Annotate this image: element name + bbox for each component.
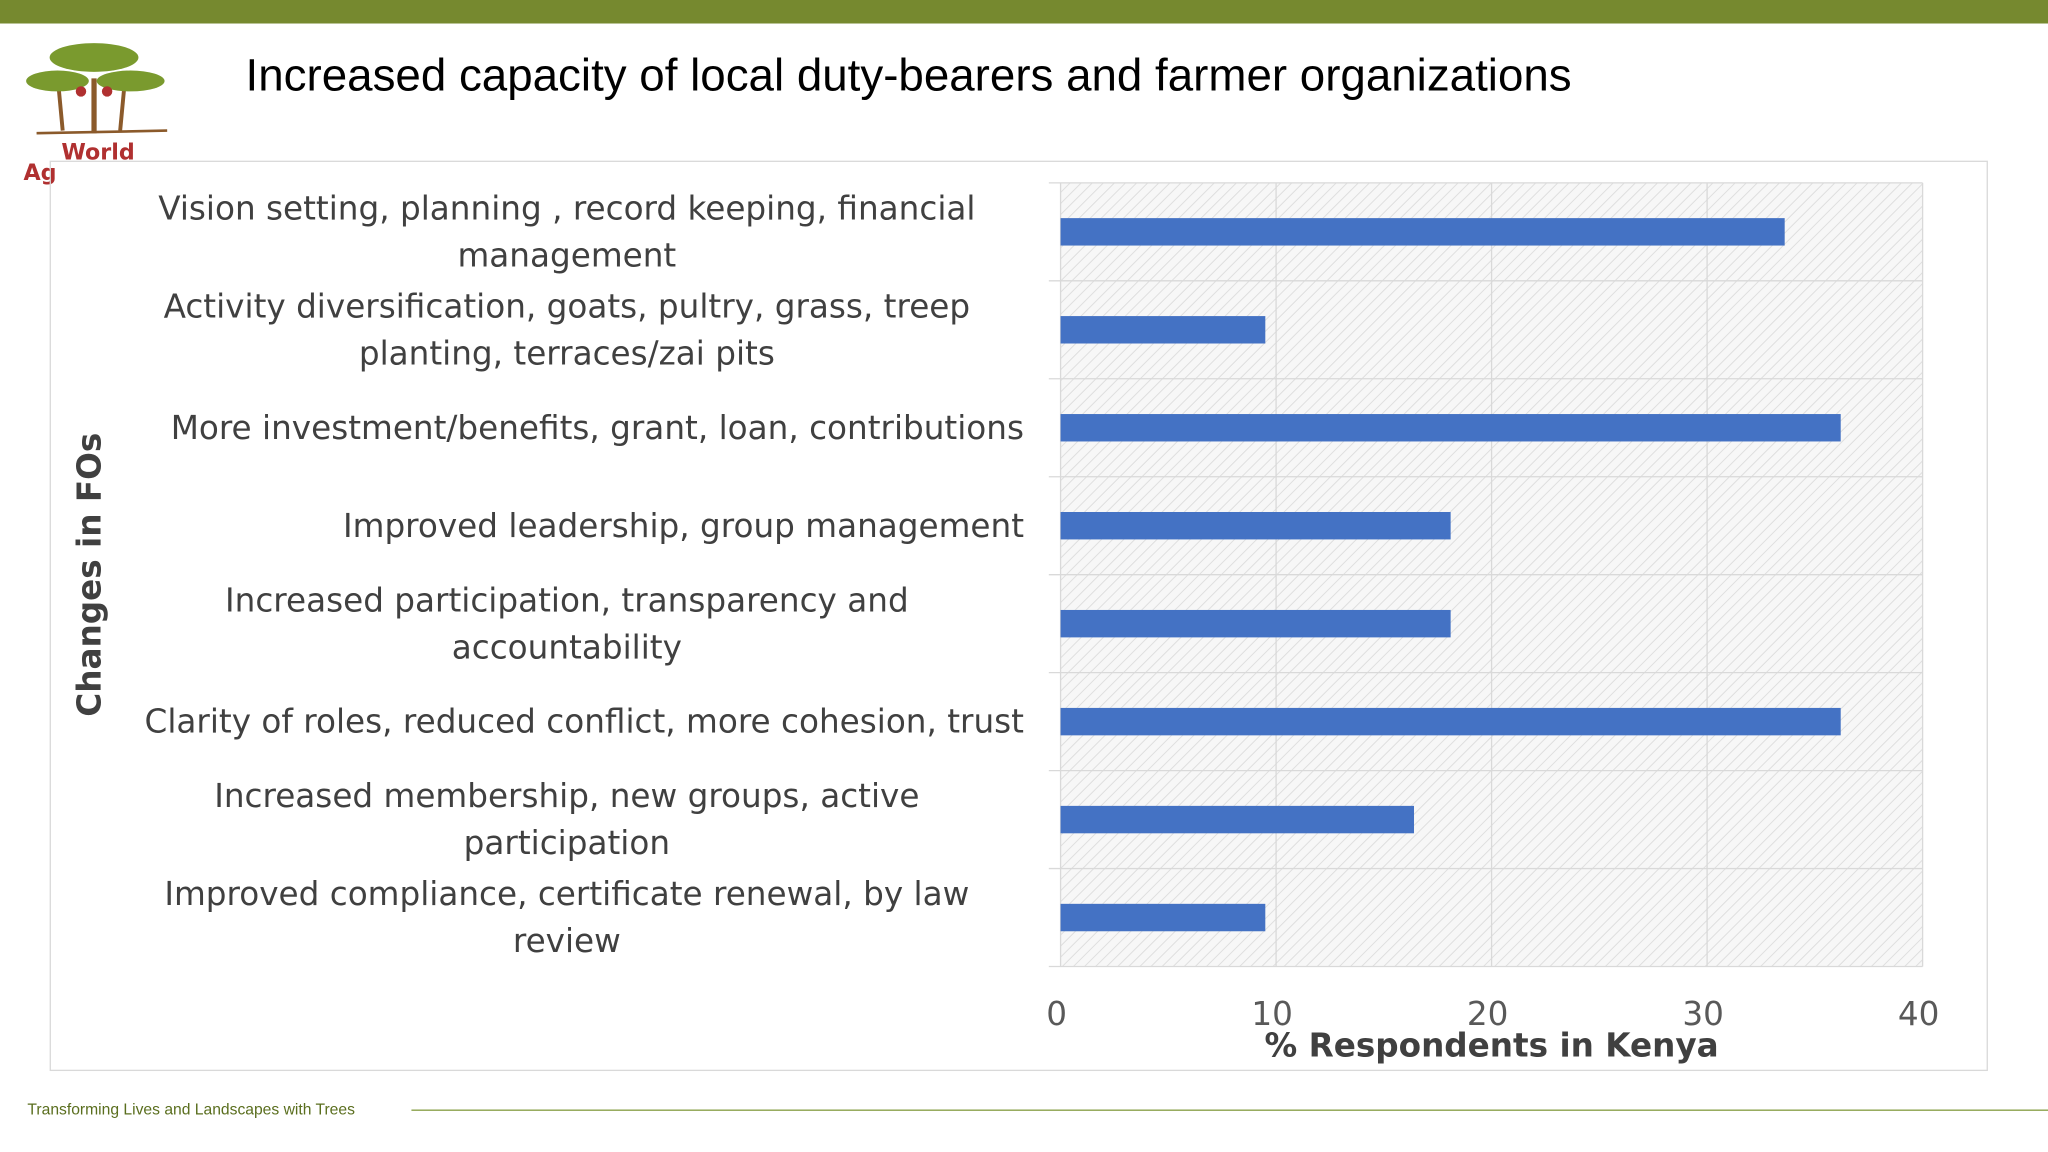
y-tick-label: Improved leadership, group management: [343, 506, 1024, 544]
category-label-box: Clarity of roles, reduced conflict, more…: [104, 672, 1024, 771]
top-band: [0, 0, 2048, 24]
chart-title: Increased capacity of local duty-bearers…: [246, 49, 1572, 100]
y-axis-title: Changes in FOs: [70, 433, 108, 717]
footer-text: Transforming Lives and Landscapes with T…: [27, 1101, 355, 1118]
y-tick-label: Improved compliance, certificate renewal…: [164, 874, 970, 960]
logo: World Ag: [24, 43, 168, 186]
bar: [1060, 609, 1451, 638]
category-label-box: Vision setting, planning , record keepin…: [104, 182, 1024, 281]
y-tick-label: Increased membership, new groups, active…: [214, 776, 920, 862]
chart-frame: [49, 160, 1988, 1072]
category-label-box: Activity diversification, goats, pultry,…: [104, 280, 1024, 379]
x-tick-label: 10: [1251, 995, 1293, 1033]
x-tick-label: 0: [1046, 995, 1067, 1033]
y-tick-label: More investment/benefits, grant, loan, c…: [170, 408, 1024, 447]
category-label-box: More investment/benefits, grant, loan, c…: [104, 378, 1024, 477]
bar: [1060, 512, 1451, 540]
bar: [1060, 218, 1785, 246]
x-axis-title: % Respondents in Kenya: [1265, 1027, 1719, 1065]
x-tick-label: 20: [1467, 995, 1509, 1033]
y-tick-label: Clarity of roles, reduced conflict, more…: [144, 702, 1024, 740]
bar: [1060, 805, 1415, 834]
category-label-wrap: Clarity of roles, reduced conflict, more…: [104, 672, 1024, 771]
category-label-box: Improved leadership, group management: [104, 476, 1024, 575]
bar: [1060, 316, 1266, 344]
category-label-wrap: Vision setting, planning , record keepin…: [104, 182, 1024, 281]
category-label-wrap: Improved compliance, certificate renewal…: [104, 868, 1024, 967]
category-label-wrap: More investment/benefits, grant, loan, c…: [104, 378, 1024, 477]
x-tick-label: 30: [1682, 995, 1724, 1033]
logo-fragment: Ag: [24, 160, 57, 186]
category-label-box: Increased membership, new groups, active…: [104, 770, 1024, 869]
y-tick-label: Activity diversification, goats, pultry,…: [163, 286, 971, 372]
bar: [1060, 707, 1841, 736]
bar: [1060, 414, 1841, 442]
category-label-wrap: Improved leadership, group management: [104, 476, 1024, 575]
x-tick-label: 40: [1898, 995, 1940, 1033]
category-label-box: Increased participation, transparency an…: [104, 574, 1024, 673]
category-label-wrap: Increased participation, transparency an…: [104, 574, 1024, 673]
y-tick-label: Increased participation, transparency an…: [225, 580, 909, 666]
category-label-wrap: Activity diversification, goats, pultry,…: [104, 280, 1024, 379]
y-tick-label: Vision setting, planning , record keepin…: [158, 188, 976, 274]
category-label-wrap: Increased membership, new groups, active…: [104, 770, 1024, 869]
bar: [1060, 903, 1266, 932]
category-label-box: Improved compliance, certificate renewal…: [104, 868, 1024, 967]
